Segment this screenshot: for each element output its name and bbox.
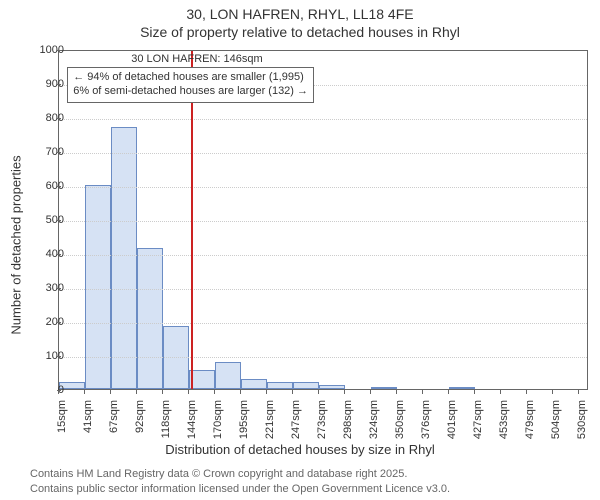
- x-tick-label: 504sqm: [550, 400, 562, 439]
- y-tick-mark: [57, 84, 61, 85]
- x-tick-mark: [500, 390, 501, 394]
- histogram-bar: [85, 185, 111, 389]
- grid-line: [59, 255, 587, 256]
- x-tick-mark: [136, 390, 137, 394]
- marker-label: 30 LON HAFREN: 146sqm: [131, 53, 262, 65]
- grid-line: [59, 323, 587, 324]
- y-tick-mark: [57, 322, 61, 323]
- x-tick-label: 427sqm: [472, 400, 484, 439]
- x-tick-label: 170sqm: [212, 400, 224, 439]
- x-tick-mark: [526, 390, 527, 394]
- footer-line1: Contains HM Land Registry data © Crown c…: [30, 467, 450, 481]
- histogram-bar: [111, 127, 136, 389]
- x-tick-label: 144sqm: [186, 400, 198, 439]
- grid-line: [59, 221, 587, 222]
- x-tick-label: 41sqm: [82, 400, 94, 433]
- x-tick-label: 195sqm: [238, 400, 250, 439]
- x-tick-label: 92sqm: [134, 400, 146, 433]
- x-tick-mark: [552, 390, 553, 394]
- y-axis-label: Number of detached properties: [9, 155, 24, 334]
- x-tick-mark: [214, 390, 215, 394]
- x-tick-label: 247sqm: [290, 400, 302, 439]
- grid-line: [59, 187, 587, 188]
- y-tick-mark: [57, 220, 61, 221]
- annotation-box: ← 94% of detached houses are smaller (1,…: [67, 67, 314, 103]
- y-tick-mark: [57, 50, 61, 51]
- x-tick-label: 376sqm: [420, 400, 432, 439]
- chart-container: 30, LON HAFREN, RHYL, LL18 4FE Size of p…: [0, 0, 600, 500]
- grid-line: [59, 289, 587, 290]
- y-tick-mark: [57, 288, 61, 289]
- histogram-bar: [215, 362, 240, 389]
- x-tick-mark: [318, 390, 319, 394]
- footer-attribution: Contains HM Land Registry data © Crown c…: [30, 467, 450, 496]
- y-tick-mark: [57, 118, 61, 119]
- x-tick-label: 67sqm: [108, 400, 120, 433]
- y-tick-mark: [57, 254, 61, 255]
- x-tick-mark: [58, 390, 59, 394]
- grid-line: [59, 153, 587, 154]
- plot-area: 30 LON HAFREN: 146sqm ← 94% of detached …: [58, 50, 588, 390]
- x-tick-label: 401sqm: [446, 400, 458, 439]
- x-tick-mark: [84, 390, 85, 394]
- histogram-bar: [449, 387, 475, 389]
- x-tick-label: 15sqm: [56, 400, 68, 433]
- histogram-bar: [319, 385, 344, 389]
- y-tick-mark: [57, 152, 61, 153]
- footer-line2: Contains public sector information licen…: [30, 482, 450, 496]
- x-tick-mark: [110, 390, 111, 394]
- x-tick-mark: [266, 390, 267, 394]
- x-tick-mark: [240, 390, 241, 394]
- histogram-bar: [137, 248, 163, 389]
- x-tick-label: 298sqm: [342, 400, 354, 439]
- annotation-line: 6% of semi-detached houses are larger (1…: [73, 85, 308, 99]
- x-tick-mark: [344, 390, 345, 394]
- x-tick-mark: [578, 390, 579, 394]
- histogram-bar: [293, 382, 319, 389]
- x-tick-mark: [162, 390, 163, 394]
- x-tick-label: 221sqm: [264, 400, 276, 439]
- x-tick-mark: [396, 390, 397, 394]
- x-tick-label: 479sqm: [524, 400, 536, 439]
- histogram-bar: [371, 387, 397, 389]
- y-tick-mark: [57, 186, 61, 187]
- y-tick-mark: [57, 356, 61, 357]
- grid-line: [59, 357, 587, 358]
- x-tick-mark: [292, 390, 293, 394]
- x-tick-label: 530sqm: [576, 400, 588, 439]
- x-tick-mark: [370, 390, 371, 394]
- x-tick-mark: [474, 390, 475, 394]
- x-tick-mark: [188, 390, 189, 394]
- chart-title-line2: Size of property relative to detached ho…: [0, 24, 600, 40]
- x-tick-label: 273sqm: [316, 400, 328, 439]
- histogram-bar: [267, 382, 293, 389]
- x-tick-label: 350sqm: [394, 400, 406, 439]
- x-tick-mark: [448, 390, 449, 394]
- x-tick-label: 453sqm: [498, 400, 510, 439]
- x-tick-label: 324sqm: [368, 400, 380, 439]
- grid-line: [59, 119, 587, 120]
- histogram-bar: [241, 379, 267, 389]
- x-tick-mark: [422, 390, 423, 394]
- x-axis-label: Distribution of detached houses by size …: [0, 442, 600, 457]
- x-tick-label: 118sqm: [160, 400, 172, 438]
- chart-title-line1: 30, LON HAFREN, RHYL, LL18 4FE: [0, 6, 600, 22]
- annotation-line: ← 94% of detached houses are smaller (1,…: [73, 71, 308, 85]
